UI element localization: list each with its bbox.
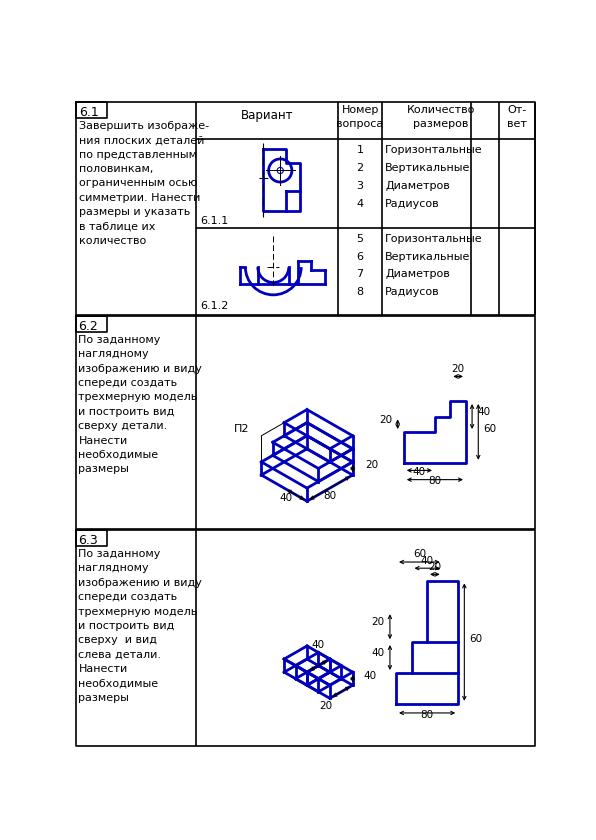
Text: Завершить изображе-
ния плоских деталей
по представленным
половинкам,
ограниченн: Завершить изображе- ния плоских деталей … (79, 121, 209, 246)
Text: 5: 5 (356, 234, 364, 244)
Text: 40: 40 (312, 640, 325, 650)
Text: 6.2: 6.2 (79, 320, 98, 333)
Text: Радиусов: Радиусов (385, 287, 440, 297)
Text: 6.1: 6.1 (79, 106, 99, 119)
Text: 40: 40 (421, 555, 434, 565)
Text: 40: 40 (413, 467, 426, 477)
Text: 3: 3 (356, 181, 364, 191)
Text: 8: 8 (356, 287, 364, 297)
Text: 20: 20 (365, 460, 378, 470)
Text: Вертикальные: Вертикальные (385, 163, 471, 173)
Text: 80: 80 (429, 476, 442, 486)
Text: Горизонтальные: Горизонтальные (385, 234, 483, 244)
Text: По заданному
наглядному
изображению и виду
спереди создать
трехмерную модель
и п: По заданному наглядному изображению и ви… (79, 549, 202, 703)
Text: 20: 20 (429, 562, 442, 572)
Text: 60: 60 (484, 424, 497, 434)
Text: 20: 20 (371, 617, 384, 627)
Text: П2: П2 (234, 424, 250, 434)
Text: 6.1.2: 6.1.2 (200, 301, 228, 311)
Text: По заданному
наглядному
изображению и виду
спереди создать
трехмерную модель
и п: По заданному наглядному изображению и ви… (79, 335, 202, 475)
Text: 40: 40 (371, 648, 384, 658)
Text: 1: 1 (356, 145, 364, 155)
Text: 40: 40 (280, 493, 293, 503)
Text: 6.3: 6.3 (79, 534, 98, 548)
Text: 6.1.1: 6.1.1 (200, 216, 228, 225)
Text: 6: 6 (356, 252, 364, 262)
Text: 60: 60 (470, 634, 483, 644)
Text: 20: 20 (379, 416, 392, 425)
Text: 4: 4 (356, 198, 364, 208)
Text: От-
вет: От- вет (507, 105, 527, 129)
Text: 20: 20 (452, 364, 465, 374)
Text: 80: 80 (421, 710, 434, 720)
Text: Радиусов: Радиусов (385, 198, 440, 208)
Text: 60: 60 (413, 549, 426, 559)
Text: 40: 40 (477, 407, 491, 417)
Text: 7: 7 (356, 270, 364, 280)
Text: 80: 80 (323, 491, 336, 501)
Text: 20: 20 (319, 701, 333, 711)
Text: Горизонтальные: Горизонтальные (385, 145, 483, 155)
Text: Диаметров: Диаметров (385, 270, 450, 280)
Text: Вертикальные: Вертикальные (385, 252, 471, 262)
Text: 2: 2 (356, 163, 364, 173)
Text: Количество
размеров: Количество размеров (406, 105, 475, 129)
Text: 40: 40 (364, 670, 377, 680)
Text: Номер
вопроса: Номер вопроса (337, 105, 384, 129)
Text: Диаметров: Диаметров (385, 181, 450, 191)
Text: Вариант: Вариант (241, 108, 293, 122)
